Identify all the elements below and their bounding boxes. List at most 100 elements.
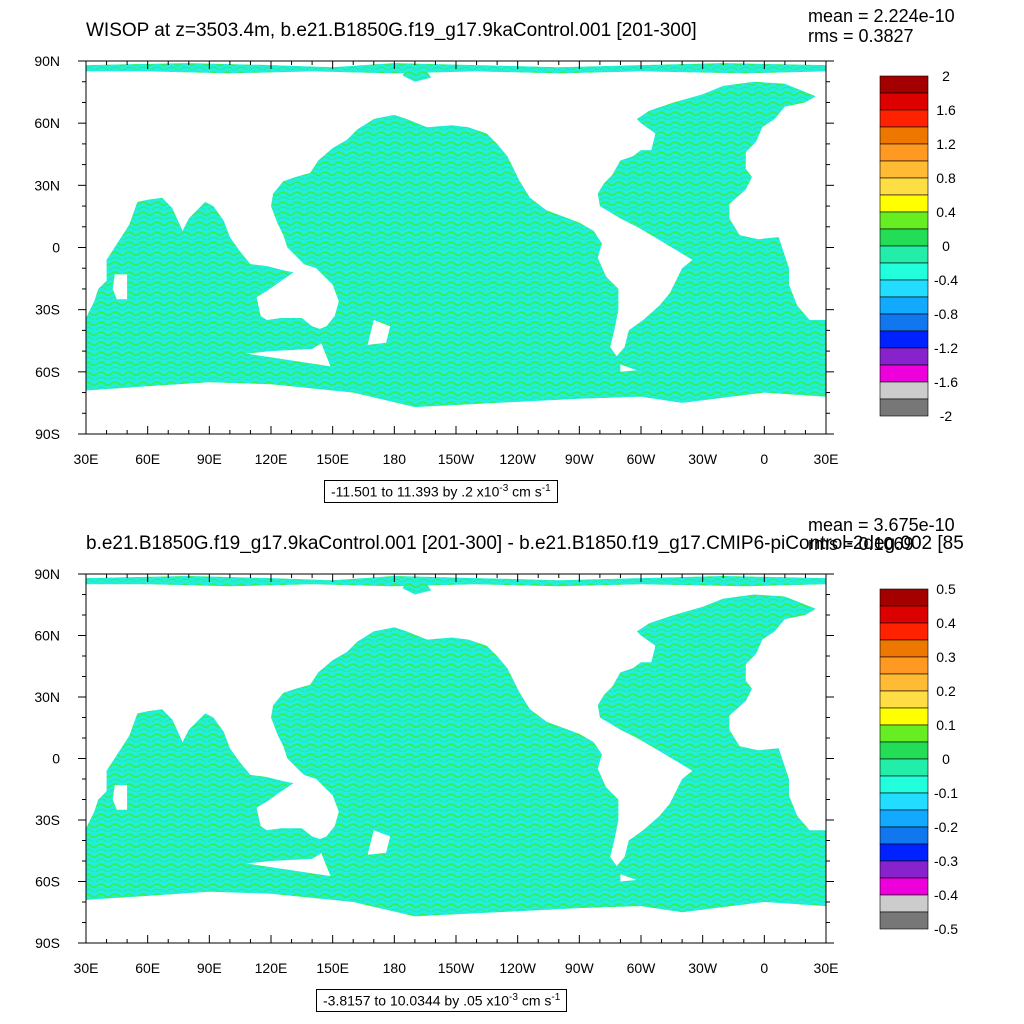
caption-exp: -3 xyxy=(499,483,509,494)
x-tick-label: 30E xyxy=(814,960,839,976)
colorbar-swatch xyxy=(879,364,929,383)
y-tick-label: 30N xyxy=(34,689,60,705)
top-map-panel: WISOP at z=3503.4m, b.e21.B1850G.f19_g17… xyxy=(34,6,958,503)
caption-range: -3.8157 to 10.0344 by .05 x10 xyxy=(323,992,510,1009)
ocean-region xyxy=(402,69,432,82)
map-field xyxy=(86,61,826,434)
colorbar-label: -1.6 xyxy=(934,374,958,390)
colorbar-swatch xyxy=(879,707,929,726)
colorbar-swatch xyxy=(879,792,929,811)
y-tick-label: 0 xyxy=(52,751,60,767)
colorbar-swatch xyxy=(879,245,929,264)
colorbar-label: -2 xyxy=(940,408,953,424)
colorbar-swatch xyxy=(879,758,929,777)
x-tick-label: 60W xyxy=(627,451,657,467)
ocean-region xyxy=(271,114,621,393)
x-tick-label: 60E xyxy=(135,960,160,976)
ocean-region xyxy=(402,582,432,595)
map-plot: 30E 60E 90E 120E 150E 180 150W 120W 90W 60W 30W 0 30… xyxy=(34,53,958,467)
colorbar-label: 0.4 xyxy=(936,204,956,220)
y-tick-label: 90N xyxy=(34,566,60,582)
land-patch xyxy=(367,830,391,855)
colorbar-label: 0.2 xyxy=(936,683,956,699)
colorbar-swatch xyxy=(879,262,929,281)
y-tick-label: 90S xyxy=(35,426,60,442)
colorbar-swatch xyxy=(879,126,929,145)
colorbar-swatch xyxy=(879,894,929,913)
colorbar-swatch xyxy=(879,279,929,298)
colorbar-swatch xyxy=(879,588,929,607)
colorbar-swatch xyxy=(879,109,929,128)
colorbar-label: -0.2 xyxy=(934,819,958,835)
x-tick-label: 30W xyxy=(688,451,718,467)
y-tick-label: 90S xyxy=(35,935,60,951)
map-plot: 30E 60E 90E 120E 150E 180 150W 120W 90W 60W 30W 0 30… xyxy=(34,566,958,976)
colorbar-label: -0.8 xyxy=(934,306,958,322)
x-tick-label: 120W xyxy=(499,451,536,467)
colorbar-swatch xyxy=(879,92,929,111)
colorbar-swatch xyxy=(879,775,929,794)
x-tick-label: 30E xyxy=(74,451,99,467)
land-patch xyxy=(112,785,128,810)
x-tick-label: 60W xyxy=(627,960,657,976)
colorbar-swatch xyxy=(879,228,929,247)
colorbar-label: 0.4 xyxy=(936,615,956,631)
ocean-region xyxy=(597,81,826,372)
colorbar-label: 0.5 xyxy=(936,581,956,597)
y-tick-label: 90N xyxy=(34,53,60,69)
colorbar-label: 2 xyxy=(942,68,950,84)
y-tick-label: 30S xyxy=(35,302,60,318)
colorbar-swatch xyxy=(879,605,929,624)
x-tick-label: 150W xyxy=(438,451,475,467)
x-tick-label: 150E xyxy=(316,451,349,467)
colorbar-swatch xyxy=(879,398,929,417)
ocean-region xyxy=(86,709,329,866)
x-tick-label: 180 xyxy=(383,451,407,467)
colorbar-swatch xyxy=(879,724,929,743)
ocean-region xyxy=(86,338,826,408)
colorbar-swatch xyxy=(879,330,929,349)
colorbar-swatch xyxy=(879,347,929,366)
caption-unit: cm s xyxy=(517,992,552,1009)
x-tick-label: 120E xyxy=(255,451,288,467)
y-tick-label: 30S xyxy=(35,812,60,828)
x-tick-label: 120W xyxy=(499,960,536,976)
colorbar-swatch xyxy=(879,381,929,400)
bottom-map-panel: b.e21.B1850G.f19_g17.9kaControl.001 [201… xyxy=(0,512,1024,1024)
land-patch xyxy=(367,320,391,345)
plot-title: b.e21.B1850G.f19_g17.9kaControl.001 [201… xyxy=(86,533,964,554)
colorbar-label: -0.1 xyxy=(934,785,958,801)
map-field xyxy=(86,574,826,943)
rms-stat: rms = 0.3827 xyxy=(808,26,914,46)
colorbar-label: 1.6 xyxy=(936,102,956,118)
land-patch xyxy=(112,274,128,300)
colorbar-swatch xyxy=(879,860,929,879)
x-tick-label: 90E xyxy=(197,451,222,467)
colorbar-label: -1.2 xyxy=(934,340,958,356)
colorbar-swatch xyxy=(879,211,929,230)
contour-range-caption: -11.501 to 11.393 by .2 x10-3 cm s-1 xyxy=(324,480,558,503)
x-tick-label: 90W xyxy=(565,451,595,467)
x-tick-label: 150E xyxy=(316,960,349,976)
colorbar-swatch xyxy=(879,741,929,760)
colorbar-label: -0.5 xyxy=(934,921,958,937)
ocean-region xyxy=(597,594,826,882)
colorbar-swatch xyxy=(879,843,929,862)
colorbar-label: 1.2 xyxy=(936,136,956,152)
x-tick-label: 150W xyxy=(438,960,475,976)
plot-title: WISOP at z=3503.4m, b.e21.B1850G.f19_g17… xyxy=(86,20,697,41)
colorbar-label: 0.8 xyxy=(936,170,956,186)
colorbar-swatch xyxy=(879,177,929,196)
colorbar-label: -0.4 xyxy=(934,272,958,288)
y-tick-label: 60N xyxy=(34,628,60,644)
x-tick-label: 0 xyxy=(760,451,768,467)
y-tick-label: 30N xyxy=(34,177,60,193)
colorbar-label: 0 xyxy=(942,751,950,767)
x-tick-label: 90E xyxy=(197,960,222,976)
x-tick-label: 30W xyxy=(688,960,718,976)
colorbar-swatch xyxy=(879,673,929,692)
colorbar-swatch xyxy=(879,877,929,896)
x-tick-label: 30E xyxy=(74,960,99,976)
mean-stat: mean = 3.675e-10 xyxy=(808,515,955,535)
colorbar-label: -0.4 xyxy=(934,887,958,903)
